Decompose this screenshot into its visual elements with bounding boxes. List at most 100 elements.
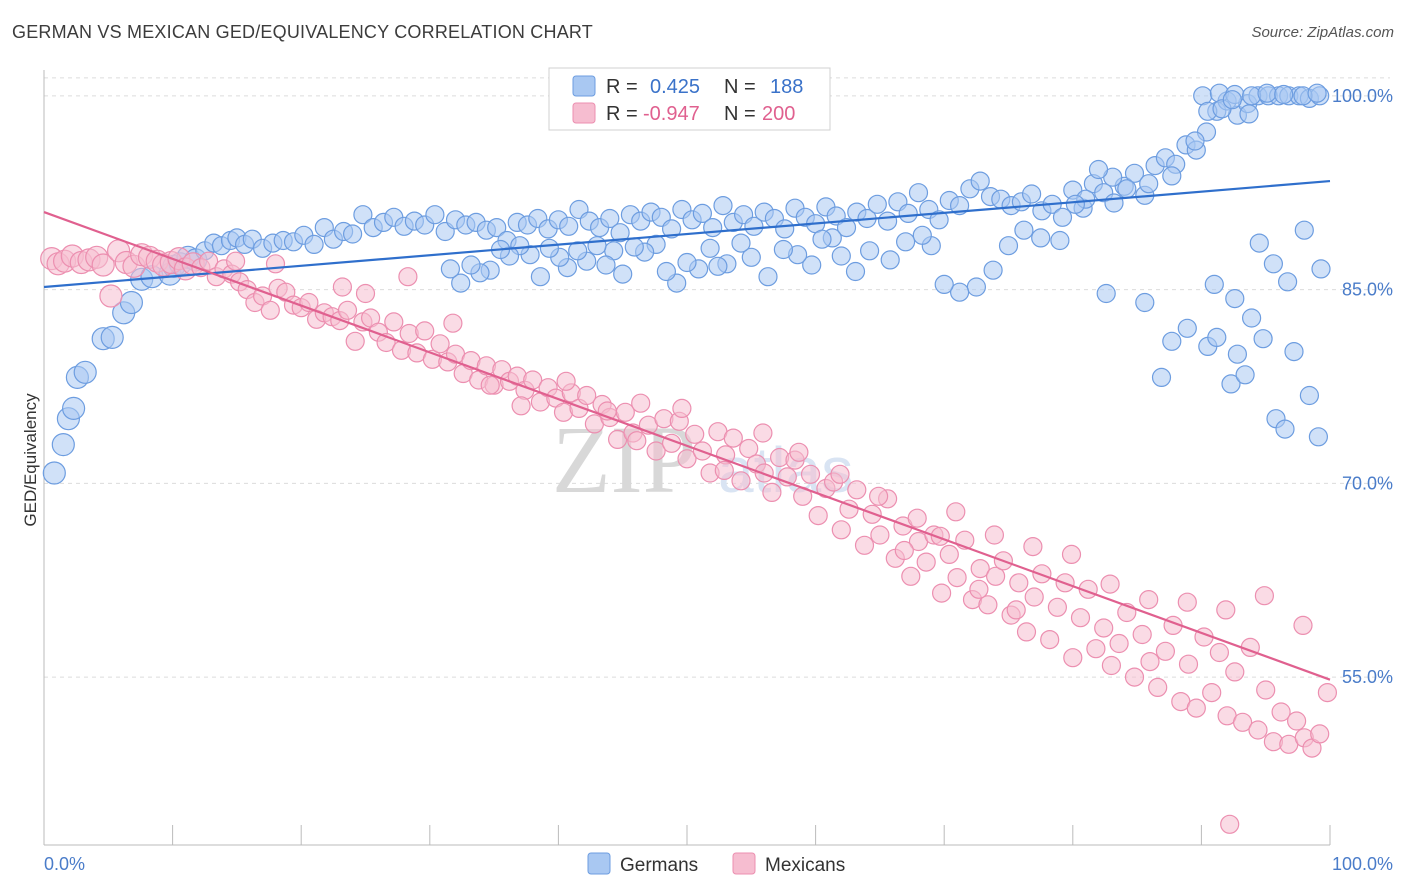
mexican-point: [930, 526, 950, 546]
german-point: [1307, 83, 1327, 103]
german-point: [744, 216, 764, 236]
bottom-legend: Germans Mexicans: [587, 852, 845, 876]
german-point: [119, 290, 143, 315]
german-point: [42, 461, 66, 485]
mexican-point: [384, 312, 404, 332]
mexican-point: [1140, 651, 1160, 672]
mexican-point: [808, 505, 828, 526]
legend: R = 0.425 N = 188 R = -0.947 N = 200: [548, 67, 831, 131]
german-point: [908, 183, 929, 203]
german-point: [1204, 274, 1224, 294]
mexican-point: [984, 525, 1005, 545]
bottom-legend-swatch-germans: [587, 852, 611, 875]
mexican-point: [753, 423, 773, 443]
mexicans-trend-line: [43, 211, 1331, 681]
y-axis-label: GED/Equivalency: [21, 393, 40, 527]
german-point: [610, 223, 630, 243]
german-point: [1239, 104, 1259, 124]
mexican-point: [1148, 677, 1168, 698]
mexican-point: [1063, 648, 1083, 668]
mexican-point: [1100, 574, 1120, 594]
german-point: [353, 205, 373, 225]
german-point: [425, 205, 445, 225]
mexican-point: [1256, 680, 1276, 700]
german-point: [1225, 289, 1245, 309]
german-point: [970, 171, 990, 191]
german-point: [1308, 427, 1329, 447]
mexican-point: [762, 482, 782, 502]
y-tick-labels: 55.0% 70.0% 85.0% 100.0%: [1332, 86, 1393, 687]
mexican-point: [1178, 654, 1199, 674]
mexican-point: [332, 277, 352, 297]
german-point: [966, 277, 987, 297]
x-tick-label: 100.0%: [1332, 854, 1393, 874]
mexican-point: [907, 508, 927, 528]
german-point: [692, 203, 713, 223]
german-point: [1257, 83, 1277, 103]
mexican-point: [1101, 655, 1122, 676]
mexican-point: [947, 567, 967, 588]
german-point: [845, 261, 866, 282]
german-point: [812, 229, 832, 249]
legend-n-label-mexicans: N =: [724, 103, 756, 125]
german-point: [530, 267, 551, 287]
german-point: [1031, 228, 1051, 248]
mexican-point: [511, 396, 531, 416]
mexican-point: [978, 595, 998, 615]
german-point: [1021, 184, 1042, 204]
source-label: Source: ZipAtlas.com: [1251, 24, 1394, 41]
german-point: [596, 255, 616, 275]
german-point: [451, 273, 471, 293]
mexican-point: [789, 442, 809, 462]
german-point: [1299, 385, 1320, 406]
german-point: [836, 218, 857, 238]
german-point: [600, 208, 620, 229]
mexican-point: [1220, 814, 1240, 834]
german-point: [1221, 374, 1241, 394]
mexican-point: [1254, 586, 1275, 606]
mexican-point: [739, 438, 759, 459]
y-tick-label: 70.0%: [1342, 473, 1393, 493]
legend-n-label-germans: N =: [724, 76, 756, 98]
mexican-point: [731, 471, 751, 491]
german-point: [661, 219, 682, 239]
german-point: [1050, 230, 1070, 251]
german-point: [1139, 174, 1159, 194]
mexican-point: [345, 331, 365, 351]
mexican-point: [854, 535, 875, 555]
bottom-legend-germans: Germans: [620, 855, 698, 876]
mexican-point: [1177, 592, 1197, 612]
german-point: [1284, 342, 1304, 362]
chart-title: GERMAN VS MEXICAN GED/EQUIVALENCY CORREL…: [12, 22, 593, 42]
mexican-point: [677, 449, 697, 469]
german-point: [1096, 283, 1116, 304]
mexican-point: [1094, 618, 1114, 638]
mexican-point: [685, 424, 705, 444]
german-point: [949, 196, 970, 216]
german-point: [859, 241, 880, 261]
mexican-point: [1232, 712, 1253, 732]
legend-r-label-germans: R =: [606, 76, 638, 98]
german-point: [1088, 159, 1109, 180]
mexican-point: [1070, 608, 1091, 628]
german-point: [1135, 292, 1155, 313]
mexican-point: [355, 283, 376, 304]
mexican-point: [1132, 624, 1152, 645]
mexican-point: [1271, 702, 1291, 722]
mexican-point: [265, 254, 286, 274]
mexican-point: [870, 525, 890, 545]
mexican-point: [847, 480, 867, 500]
x-tick-label: 0.0%: [44, 854, 85, 874]
mexican-point: [398, 267, 418, 287]
german-point: [1052, 207, 1073, 227]
german-point: [877, 211, 898, 231]
german-point: [741, 247, 761, 267]
german-point: [1253, 329, 1273, 349]
mexican-point: [800, 464, 821, 484]
german-point: [802, 255, 822, 275]
legend-box: [548, 67, 831, 131]
mexican-point: [931, 583, 952, 603]
mexican-point: [99, 284, 123, 308]
german-point: [880, 250, 900, 270]
